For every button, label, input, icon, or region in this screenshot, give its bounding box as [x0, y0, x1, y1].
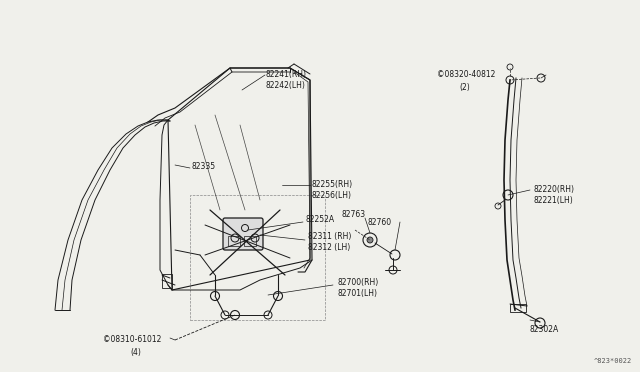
Text: 82760: 82760: [368, 218, 392, 227]
Bar: [244, 236, 256, 246]
FancyBboxPatch shape: [223, 218, 263, 250]
Text: 82252A: 82252A: [305, 215, 334, 224]
Text: (4): (4): [130, 348, 141, 357]
Text: ^823*0022: ^823*0022: [594, 358, 632, 364]
Bar: [190, 195, 325, 320]
Bar: [510, 304, 526, 312]
Circle shape: [367, 237, 373, 243]
Text: 82220(RH)
82221(LH): 82220(RH) 82221(LH): [534, 185, 575, 205]
Text: 82763: 82763: [342, 210, 366, 219]
Text: 82335: 82335: [192, 162, 216, 171]
Text: 82302A: 82302A: [530, 325, 559, 334]
Text: ©08320-40812: ©08320-40812: [437, 70, 495, 79]
Text: ©08310-61012: ©08310-61012: [103, 335, 161, 344]
Text: (2): (2): [459, 83, 470, 92]
Text: 82700(RH)
82701(LH): 82700(RH) 82701(LH): [337, 278, 378, 298]
Bar: [228, 236, 240, 246]
Text: 82311 (RH)
82312 (LH): 82311 (RH) 82312 (LH): [308, 232, 351, 252]
Bar: [162, 274, 172, 288]
Text: 82241(RH)
82242(LH): 82241(RH) 82242(LH): [265, 70, 306, 90]
Text: 82255(RH)
82256(LH): 82255(RH) 82256(LH): [312, 180, 353, 200]
